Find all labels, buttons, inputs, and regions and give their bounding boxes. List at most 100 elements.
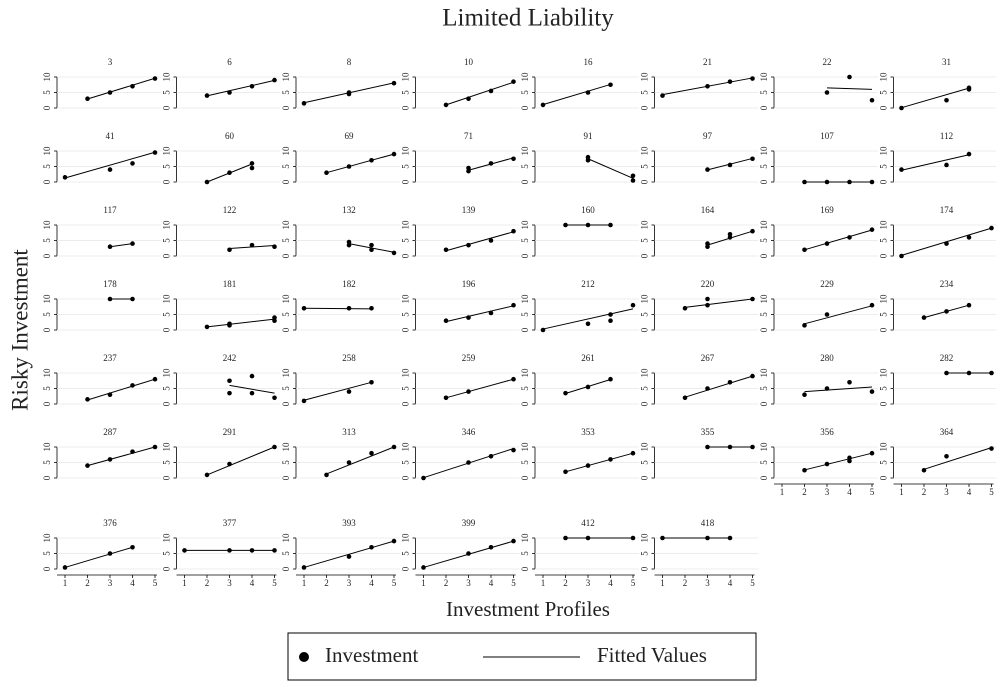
y-tick-label: 5 [640, 90, 650, 95]
point [443, 318, 449, 324]
point [705, 167, 710, 172]
y-tick-label: 5 [281, 386, 291, 391]
y-tick-label: 10 [759, 220, 769, 230]
panel-title: 258 [342, 353, 356, 363]
y-tick-label: 0 [281, 105, 291, 110]
y-tick-label: 5 [759, 312, 769, 317]
x-tick-label: 1 [182, 578, 187, 588]
point [727, 79, 733, 84]
x-tick-label: 2 [683, 578, 688, 588]
y-tick-label: 10 [640, 294, 650, 304]
point [249, 161, 255, 166]
y-tick-label: 5 [162, 164, 172, 169]
point [346, 164, 352, 169]
point [421, 565, 426, 570]
point [107, 392, 113, 398]
y-tick-label: 10 [281, 146, 291, 156]
y-tick-label: 5 [42, 90, 52, 95]
point [272, 244, 277, 249]
point [750, 156, 755, 162]
panel-title: 287 [103, 427, 117, 437]
y-tick-label: 10 [640, 442, 650, 452]
point [869, 97, 875, 103]
x-tick-label: 3 [227, 578, 232, 588]
panel-title: 16 [584, 57, 594, 67]
y-tick-label: 0 [162, 327, 172, 332]
point [847, 179, 852, 185]
point [227, 170, 232, 175]
point [130, 383, 135, 388]
panel-title: 107 [820, 131, 834, 141]
y-tick-label: 5 [162, 386, 172, 391]
point [488, 454, 494, 459]
y-tick-label: 0 [640, 179, 650, 184]
point [660, 535, 665, 541]
fitted-line [206, 79, 275, 97]
y-tick-label: 10 [42, 294, 52, 304]
panel-title: 355 [701, 427, 715, 437]
panel-title: 376 [103, 518, 117, 528]
fitted-line [684, 375, 753, 398]
y-tick-label: 0 [640, 327, 650, 332]
x-tick-label: 5 [870, 487, 875, 497]
y-tick-label: 5 [162, 238, 172, 243]
point [563, 222, 568, 228]
y-tick-label: 10 [162, 533, 172, 543]
fitted-line [587, 158, 634, 179]
point [227, 378, 232, 384]
point [369, 380, 374, 385]
y-tick-label: 10 [281, 368, 291, 378]
panel-title: 234 [940, 279, 954, 289]
y-tick-label: 5 [42, 386, 52, 391]
panel-title: 31 [942, 57, 951, 67]
y-tick-label: 10 [162, 72, 172, 82]
fitted-line [87, 378, 156, 401]
y-tick-label: 0 [520, 105, 530, 110]
point [391, 151, 397, 157]
panel-title: 160 [581, 205, 595, 215]
y-tick-label: 0 [759, 105, 769, 110]
y-tick-label: 5 [879, 460, 889, 465]
panel-title: 117 [103, 205, 117, 215]
x-tick-label: 1 [780, 487, 785, 497]
point [85, 463, 90, 468]
y-axis-label: Risky Investment [7, 249, 32, 411]
y-tick-label: 10 [520, 220, 530, 230]
point [130, 296, 135, 302]
x-tick-label: 3 [825, 487, 830, 497]
y-tick-label: 5 [401, 551, 411, 556]
y-tick-label: 0 [640, 401, 650, 406]
point [488, 161, 494, 166]
point [585, 158, 591, 163]
point [869, 302, 875, 308]
x-tick-label: 4 [489, 578, 494, 588]
y-tick-label: 10 [42, 72, 52, 82]
point [824, 312, 830, 317]
x-tick-label: 4 [608, 578, 613, 588]
point [391, 538, 397, 544]
y-tick-label: 0 [401, 179, 411, 184]
point [802, 392, 807, 398]
fitted-line [684, 298, 753, 308]
point [727, 162, 733, 168]
y-tick-label: 0 [759, 253, 769, 258]
y-tick-label: 10 [759, 146, 769, 156]
point [660, 93, 665, 98]
x-tick-label: 3 [705, 578, 710, 588]
y-tick-label: 0 [281, 253, 291, 258]
point [563, 469, 568, 475]
x-tick-label: 1 [63, 578, 68, 588]
panel-title: 242 [223, 353, 237, 363]
point [921, 467, 927, 473]
x-tick-label: 2 [922, 487, 927, 497]
panel-title: 393 [342, 518, 356, 528]
point [130, 241, 135, 246]
fitted-line [445, 305, 514, 323]
y-tick-label: 10 [520, 368, 530, 378]
point [443, 102, 449, 108]
y-tick-label: 5 [640, 460, 650, 465]
x-tick-label: 4 [728, 578, 733, 588]
point [369, 545, 374, 550]
fitted-line [206, 318, 275, 328]
point [944, 309, 949, 314]
